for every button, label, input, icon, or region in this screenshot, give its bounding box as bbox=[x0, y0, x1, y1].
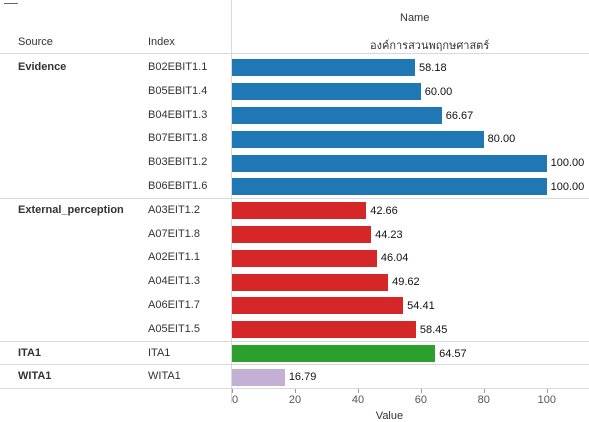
bar[interactable] bbox=[232, 345, 436, 362]
index-label: A03EIT1.2 bbox=[148, 203, 200, 216]
data-label: 100.00 bbox=[550, 157, 585, 170]
source-header: Source bbox=[18, 36, 53, 48]
data-label: 64.57 bbox=[439, 347, 467, 360]
index-label: B07EBIT1.8 bbox=[148, 132, 208, 145]
x-tick-label: 40 bbox=[351, 394, 365, 407]
index-label: ITA1 bbox=[148, 346, 171, 359]
source-label: WITA1 bbox=[18, 370, 52, 383]
x-tick-mark bbox=[232, 389, 233, 394]
header-divider bbox=[0, 53, 589, 54]
index-label: B03EBIT1.2 bbox=[148, 156, 208, 169]
bar[interactable] bbox=[232, 226, 372, 243]
x-tick-mark bbox=[357, 389, 359, 394]
x-tick-mark bbox=[420, 389, 422, 394]
bar[interactable] bbox=[232, 202, 367, 220]
index-label: A06EIT1.7 bbox=[148, 298, 200, 311]
axis-divider bbox=[231, 0, 232, 403]
bar[interactable] bbox=[232, 130, 484, 148]
group-divider bbox=[0, 364, 589, 365]
bar[interactable] bbox=[232, 273, 389, 291]
data-label: 58.18 bbox=[419, 61, 447, 74]
x-tick-label: 20 bbox=[288, 394, 302, 407]
index-label: WITA1 bbox=[148, 370, 181, 383]
group-divider bbox=[0, 341, 589, 342]
x-tick-label: 100 bbox=[537, 394, 556, 407]
x-axis-title: Value bbox=[375, 410, 404, 422]
data-label: 54.41 bbox=[407, 299, 435, 312]
data-label: 80.00 bbox=[487, 133, 516, 146]
org-name-header: องค์การสวนพฤกษศาสตร์ bbox=[370, 40, 490, 52]
data-label: 100.00 bbox=[550, 180, 585, 193]
data-label: 58.45 bbox=[419, 323, 448, 336]
bar[interactable] bbox=[232, 59, 416, 77]
data-label: 49.62 bbox=[392, 276, 420, 289]
source-label: Evidence bbox=[18, 60, 67, 73]
data-label: 60.00 bbox=[424, 85, 453, 98]
bar[interactable] bbox=[232, 249, 377, 267]
index-label: A07EIT1.8 bbox=[148, 227, 200, 240]
bar[interactable] bbox=[232, 83, 421, 101]
data-label: 46.04 bbox=[380, 252, 409, 265]
bar[interactable] bbox=[232, 178, 547, 196]
name-header: Name bbox=[400, 12, 430, 24]
x-tick-mark bbox=[483, 389, 485, 394]
bar[interactable] bbox=[232, 107, 442, 124]
index-label: B04EBIT1.3 bbox=[148, 108, 208, 121]
source-label: External_perception bbox=[18, 203, 124, 216]
index-label: A02EIT1.1 bbox=[148, 251, 200, 264]
data-label: 16.79 bbox=[288, 371, 317, 384]
group-divider bbox=[0, 388, 589, 389]
x-tick-mark bbox=[546, 389, 548, 394]
x-tick-label: 60 bbox=[414, 394, 427, 407]
index-label: A04EIT1.3 bbox=[148, 275, 200, 288]
index-label: A05EIT1.5 bbox=[148, 322, 200, 335]
data-label: 66.67 bbox=[445, 109, 474, 122]
index-label: B05EBIT1.4 bbox=[148, 84, 208, 97]
bar[interactable] bbox=[232, 368, 285, 386]
bar[interactable] bbox=[232, 321, 416, 339]
group-divider bbox=[0, 198, 589, 199]
bar[interactable] bbox=[232, 154, 547, 172]
data-label: 42.66 bbox=[370, 204, 398, 217]
data-label: 44.23 bbox=[375, 228, 403, 241]
index-label: B06EBIT1.6 bbox=[148, 179, 208, 192]
source-label: ITA1 bbox=[18, 346, 42, 359]
corner-marker bbox=[4, 0, 18, 4]
x-tick-label: 80 bbox=[477, 394, 490, 407]
bar[interactable] bbox=[232, 297, 404, 315]
index-label: B02EBIT1.1 bbox=[148, 60, 208, 73]
x-tick-mark bbox=[294, 389, 296, 394]
x-tick-label: 0 bbox=[232, 394, 239, 407]
index-header: Index bbox=[148, 36, 175, 48]
